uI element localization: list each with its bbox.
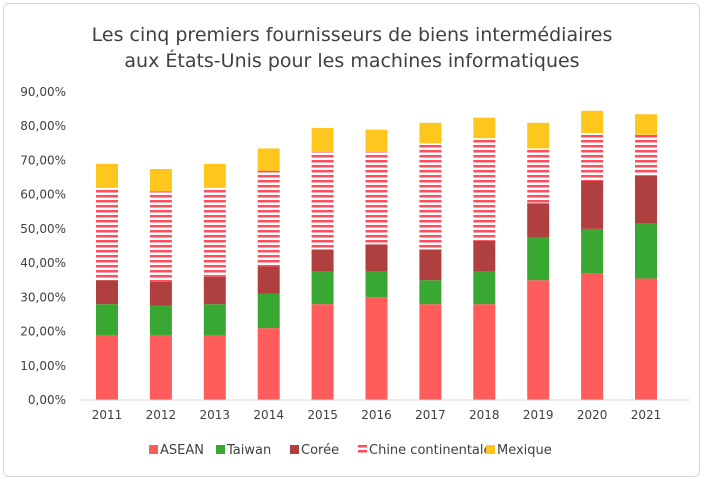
x-tick-label: 2012 <box>146 408 177 422</box>
y-tick-label: 70,00% <box>20 153 66 167</box>
legend-swatch <box>290 445 299 454</box>
bar-segment-asean-2012 <box>149 334 172 400</box>
bar-segment-taiwan-2014 <box>257 293 280 329</box>
x-tick-label: 2013 <box>200 408 231 422</box>
y-tick-label: 50,00% <box>20 222 66 236</box>
bar-segment-chine-continentale-2018 <box>473 138 496 241</box>
x-tick-label: 2018 <box>469 408 500 422</box>
legend-label: ASEAN <box>160 443 204 458</box>
bar-segment-taiwan-2013 <box>203 304 226 335</box>
bar-segment-mexique-2015 <box>311 127 334 152</box>
y-tick-label: 40,00% <box>20 256 66 270</box>
bar-segment-corée-2021 <box>635 175 657 224</box>
y-tick-label: 30,00% <box>20 290 66 304</box>
bar-segment-taiwan-2016 <box>365 271 388 298</box>
y-tick-label: 0,00% <box>28 393 66 407</box>
legend-swatch <box>216 445 225 454</box>
x-tick-label: 2019 <box>523 408 554 422</box>
bar-segment-mexique-2011 <box>96 163 118 188</box>
bar-segment-mexique-2012 <box>149 169 172 192</box>
chart-title-line-1: Les cinq premiers fournisseurs de biens … <box>92 24 613 46</box>
bar-segment-asean-2014 <box>257 328 280 400</box>
bar-segment-corée-2020 <box>581 180 604 229</box>
bar-segment-asean-2020 <box>581 273 604 400</box>
bar-segment-corée-2011 <box>96 280 118 305</box>
bar-segment-taiwan-2017 <box>419 280 442 305</box>
bar-segment-chine-continentale-2014 <box>257 170 280 267</box>
bar-segment-chine-continentale-2016 <box>365 151 388 245</box>
bar-segment-mexique-2019 <box>527 122 550 149</box>
x-tick-label: 2011 <box>92 408 123 422</box>
bar-segment-mexique-2017 <box>419 122 442 144</box>
legend-label: Corée <box>301 443 339 458</box>
y-tick-label: 60,00% <box>20 188 66 202</box>
x-tick-label: 2014 <box>253 408 284 422</box>
bar-segment-corée-2019 <box>527 203 550 238</box>
bar-segment-taiwan-2015 <box>311 271 334 305</box>
bar-segment-corée-2015 <box>311 249 334 272</box>
bar-segment-asean-2011 <box>96 334 118 400</box>
legend-swatch <box>358 445 367 454</box>
bar-segment-mexique-2013 <box>203 163 226 188</box>
bar-segment-asean-2017 <box>419 304 442 400</box>
bar-segment-asean-2016 <box>365 297 388 400</box>
bar-segment-mexique-2018 <box>473 117 496 139</box>
bar-segment-taiwan-2020 <box>581 228 604 274</box>
x-tick-label: 2015 <box>307 408 338 422</box>
bar-segment-mexique-2021 <box>635 114 657 135</box>
x-tick-label: 2020 <box>577 408 608 422</box>
bar-segment-chine-continentale-2013 <box>203 187 226 277</box>
bar-segment-corée-2012 <box>149 281 172 306</box>
bar-segment-corée-2014 <box>257 266 280 294</box>
bar-segment-chine-continentale-2015 <box>311 151 334 250</box>
bar-segment-asean-2015 <box>311 304 334 400</box>
bar-segment-chine-continentale-2012 <box>149 191 172 282</box>
y-tick-label: 20,00% <box>20 325 66 339</box>
bar-segment-corée-2013 <box>203 276 226 305</box>
legend-label: Taiwan <box>226 443 271 458</box>
legend-label: Chine continentale <box>369 443 492 458</box>
bar-segment-taiwan-2018 <box>473 271 496 305</box>
bar-segment-taiwan-2019 <box>527 237 550 281</box>
bar-segment-chine-continentale-2019 <box>527 148 550 204</box>
bar-segment-mexique-2016 <box>365 129 388 152</box>
x-tick-label: 2017 <box>415 408 446 422</box>
y-tick-label: 90,00% <box>20 85 66 99</box>
bar-segment-asean-2019 <box>527 280 550 400</box>
bar-segment-corée-2016 <box>365 244 388 272</box>
bar-segment-asean-2018 <box>473 304 496 400</box>
bar-segment-chine-continentale-2020 <box>581 133 604 181</box>
bar-segment-chine-continentale-2011 <box>96 187 118 281</box>
bar-segment-asean-2021 <box>635 278 657 400</box>
bar-segment-asean-2013 <box>203 334 226 400</box>
chart-title-line-2: aux États-Unis pour les machines informa… <box>124 49 579 72</box>
y-tick-label: 80,00% <box>20 119 66 133</box>
bar-segment-chine-continentale-2017 <box>419 143 442 250</box>
legend-swatch <box>149 445 158 454</box>
bar-segment-taiwan-2011 <box>96 304 118 335</box>
legend-label: Mexique <box>497 443 552 458</box>
y-tick-label: 10,00% <box>20 359 66 373</box>
bar-segment-taiwan-2021 <box>635 223 657 279</box>
chart-frame <box>3 3 700 477</box>
x-tick-label: 2021 <box>631 408 662 422</box>
bar-segment-corée-2017 <box>419 249 442 281</box>
legend-swatch <box>486 445 495 454</box>
bar-segment-corée-2018 <box>473 240 496 272</box>
bar-segment-mexique-2014 <box>257 148 280 171</box>
bar-segment-chine-continentale-2021 <box>635 134 657 176</box>
x-tick-label: 2016 <box>361 408 392 422</box>
bar-segment-mexique-2020 <box>581 110 604 134</box>
bar-segment-taiwan-2012 <box>149 305 172 335</box>
